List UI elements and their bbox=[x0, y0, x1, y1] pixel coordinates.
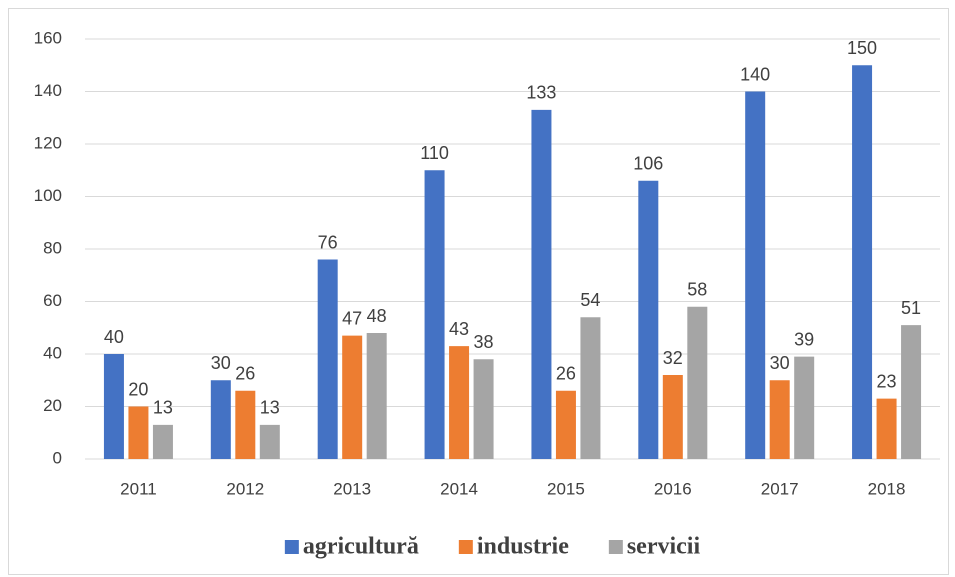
y-tick-label: 120 bbox=[34, 133, 62, 152]
data-label: 13 bbox=[153, 398, 173, 418]
x-tick-label: 2012 bbox=[226, 479, 264, 498]
x-tick-label: 2016 bbox=[654, 479, 692, 498]
bar bbox=[555, 390, 576, 459]
bar bbox=[259, 424, 280, 459]
data-label: 40 bbox=[104, 327, 124, 347]
y-tick-label: 0 bbox=[53, 448, 62, 467]
bar bbox=[128, 406, 149, 459]
y-tick-label: 160 bbox=[34, 28, 62, 47]
data-label: 38 bbox=[474, 332, 494, 352]
legend-swatch bbox=[608, 540, 623, 554]
data-label: 26 bbox=[235, 364, 255, 384]
data-label: 48 bbox=[367, 306, 387, 326]
x-tick-label: 2018 bbox=[868, 479, 906, 498]
x-tick-label: 2017 bbox=[761, 479, 799, 498]
data-label: 30 bbox=[211, 353, 231, 373]
x-tick-label: 2015 bbox=[547, 479, 585, 498]
bar bbox=[662, 375, 683, 459]
data-label: 30 bbox=[770, 353, 790, 373]
data-label: 58 bbox=[687, 280, 707, 300]
y-tick-label: 80 bbox=[43, 238, 62, 257]
bar bbox=[342, 335, 363, 459]
bar bbox=[852, 65, 873, 459]
bar bbox=[103, 354, 124, 459]
bar bbox=[152, 424, 173, 459]
data-label: 51 bbox=[901, 298, 921, 318]
data-label: 43 bbox=[449, 319, 469, 339]
legend-swatch bbox=[458, 540, 473, 554]
legend-label: agricultură bbox=[303, 534, 419, 560]
data-label: 106 bbox=[633, 154, 663, 174]
bar bbox=[235, 390, 256, 459]
y-tick-label: 140 bbox=[34, 81, 62, 100]
bar bbox=[210, 380, 231, 459]
bar bbox=[531, 109, 552, 459]
data-label: 150 bbox=[847, 38, 877, 58]
data-label: 133 bbox=[526, 83, 556, 103]
x-tick-label: 2013 bbox=[333, 479, 371, 498]
data-label: 13 bbox=[260, 398, 280, 418]
data-label: 23 bbox=[877, 371, 897, 391]
legend-label: industrie bbox=[477, 534, 569, 560]
bar bbox=[317, 259, 338, 459]
y-tick-label: 20 bbox=[43, 396, 62, 415]
x-tick-label: 2014 bbox=[440, 479, 478, 498]
bar bbox=[901, 325, 922, 459]
bar bbox=[424, 170, 445, 459]
x-tick-label: 2011 bbox=[120, 479, 157, 498]
legend-swatch bbox=[284, 540, 299, 554]
bar bbox=[473, 359, 494, 459]
y-tick-label: 40 bbox=[43, 343, 62, 362]
bar bbox=[769, 380, 790, 459]
data-label: 47 bbox=[342, 308, 362, 328]
bar bbox=[794, 356, 815, 459]
data-label: 20 bbox=[128, 379, 148, 399]
bar bbox=[745, 91, 766, 459]
bar bbox=[449, 346, 470, 459]
bar bbox=[638, 180, 659, 459]
data-label: 26 bbox=[556, 364, 576, 384]
legend-label: servicii bbox=[627, 534, 701, 560]
data-label: 140 bbox=[740, 64, 770, 84]
chart-border bbox=[8, 8, 949, 575]
bar bbox=[687, 306, 708, 459]
bar bbox=[366, 333, 387, 459]
bar bbox=[876, 398, 897, 459]
data-label: 110 bbox=[420, 143, 449, 163]
y-tick-label: 60 bbox=[43, 291, 62, 310]
data-label: 76 bbox=[318, 232, 338, 252]
data-label: 32 bbox=[663, 348, 683, 368]
data-label: 54 bbox=[580, 290, 600, 310]
data-label: 39 bbox=[794, 329, 814, 349]
bar bbox=[580, 317, 601, 459]
y-tick-label: 100 bbox=[34, 186, 62, 205]
